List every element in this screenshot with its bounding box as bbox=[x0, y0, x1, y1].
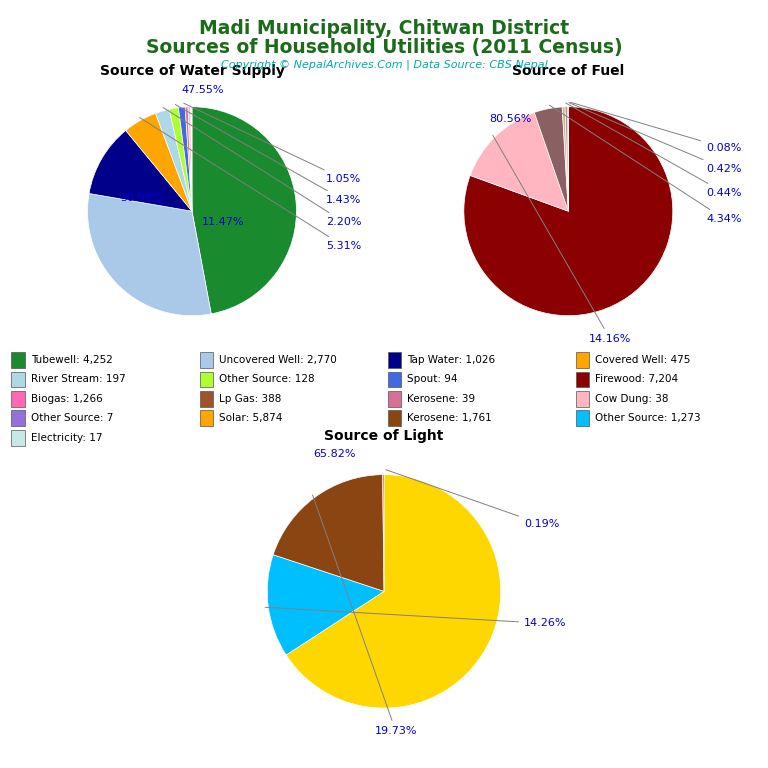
Text: Kerosene: 1,761: Kerosene: 1,761 bbox=[407, 413, 492, 423]
Text: 0.42%: 0.42% bbox=[569, 103, 742, 174]
Wedge shape bbox=[464, 107, 673, 316]
Text: Lp Gas: 388: Lp Gas: 388 bbox=[219, 394, 282, 404]
Wedge shape bbox=[562, 107, 568, 211]
Text: 47.55%: 47.55% bbox=[181, 85, 223, 95]
Bar bbox=[388, 352, 402, 368]
Wedge shape bbox=[126, 114, 192, 211]
Text: 0.08%: 0.08% bbox=[571, 102, 742, 153]
Wedge shape bbox=[169, 108, 192, 211]
Text: Covered Well: 475: Covered Well: 475 bbox=[595, 355, 691, 365]
Text: Sources of Household Utilities (2011 Census): Sources of Household Utilities (2011 Cen… bbox=[146, 38, 622, 58]
Bar bbox=[576, 372, 590, 387]
Bar bbox=[388, 391, 402, 407]
Text: Electricity: 17: Electricity: 17 bbox=[31, 432, 102, 443]
Title: Source of Fuel: Source of Fuel bbox=[512, 64, 624, 78]
Text: 1.05%: 1.05% bbox=[184, 103, 361, 184]
Text: Other Source: 7: Other Source: 7 bbox=[31, 413, 114, 423]
Wedge shape bbox=[382, 475, 384, 591]
Text: 1.43%: 1.43% bbox=[175, 104, 361, 205]
Text: Uncovered Well: 2,770: Uncovered Well: 2,770 bbox=[219, 355, 337, 365]
Bar bbox=[388, 410, 402, 426]
Bar bbox=[576, 410, 590, 426]
Text: Other Source: 1,273: Other Source: 1,273 bbox=[595, 413, 701, 423]
Text: 19.73%: 19.73% bbox=[313, 495, 417, 736]
Text: Tap Water: 1,026: Tap Water: 1,026 bbox=[407, 355, 495, 365]
Bar bbox=[12, 410, 25, 426]
Text: 0.19%: 0.19% bbox=[386, 470, 559, 529]
Text: River Stream: 197: River Stream: 197 bbox=[31, 375, 126, 385]
Bar bbox=[12, 352, 25, 368]
Wedge shape bbox=[190, 107, 192, 211]
Wedge shape bbox=[192, 107, 296, 314]
Text: 14.16%: 14.16% bbox=[493, 135, 631, 344]
Text: Madi Municipality, Chitwan District: Madi Municipality, Chitwan District bbox=[199, 19, 569, 38]
Bar bbox=[200, 352, 214, 368]
Text: Spout: 94: Spout: 94 bbox=[407, 375, 458, 385]
Wedge shape bbox=[286, 475, 501, 708]
Bar bbox=[12, 391, 25, 407]
Text: Cow Dung: 38: Cow Dung: 38 bbox=[595, 394, 669, 404]
Title: Source of Light: Source of Light bbox=[324, 429, 444, 443]
Text: 65.82%: 65.82% bbox=[313, 449, 356, 459]
Text: Firewood: 7,204: Firewood: 7,204 bbox=[595, 375, 679, 385]
Text: 11.47%: 11.47% bbox=[202, 217, 244, 227]
Wedge shape bbox=[273, 475, 384, 591]
Bar bbox=[12, 372, 25, 387]
Text: 80.56%: 80.56% bbox=[490, 114, 532, 124]
Bar bbox=[12, 430, 25, 445]
Text: Solar: 5,874: Solar: 5,874 bbox=[219, 413, 283, 423]
Wedge shape bbox=[267, 554, 384, 655]
Wedge shape bbox=[470, 112, 568, 211]
Text: Tubewell: 4,252: Tubewell: 4,252 bbox=[31, 355, 113, 365]
Text: Copyright © NepalArchives.Com | Data Source: CBS Nepal: Copyright © NepalArchives.Com | Data Sou… bbox=[220, 60, 548, 71]
Bar bbox=[576, 391, 590, 407]
Text: Kerosene: 39: Kerosene: 39 bbox=[407, 394, 475, 404]
Wedge shape bbox=[156, 109, 192, 211]
Text: 30.98%: 30.98% bbox=[121, 193, 163, 203]
Wedge shape bbox=[188, 107, 192, 211]
Title: Source of Water Supply: Source of Water Supply bbox=[100, 64, 284, 78]
Text: 14.26%: 14.26% bbox=[265, 607, 567, 628]
Bar bbox=[200, 372, 214, 387]
Text: 2.20%: 2.20% bbox=[163, 108, 361, 227]
Text: 0.44%: 0.44% bbox=[566, 103, 742, 197]
Bar bbox=[576, 352, 590, 368]
Bar bbox=[388, 372, 402, 387]
Wedge shape bbox=[185, 107, 192, 211]
Wedge shape bbox=[88, 194, 211, 316]
Text: Other Source: 128: Other Source: 128 bbox=[219, 375, 315, 385]
Bar bbox=[200, 391, 214, 407]
Text: 5.31%: 5.31% bbox=[140, 118, 361, 251]
Wedge shape bbox=[565, 107, 568, 211]
Wedge shape bbox=[535, 107, 568, 211]
Text: 4.34%: 4.34% bbox=[549, 105, 742, 223]
Wedge shape bbox=[89, 131, 192, 211]
Wedge shape bbox=[178, 107, 192, 211]
Text: Biogas: 1,266: Biogas: 1,266 bbox=[31, 394, 103, 404]
Bar bbox=[200, 410, 214, 426]
